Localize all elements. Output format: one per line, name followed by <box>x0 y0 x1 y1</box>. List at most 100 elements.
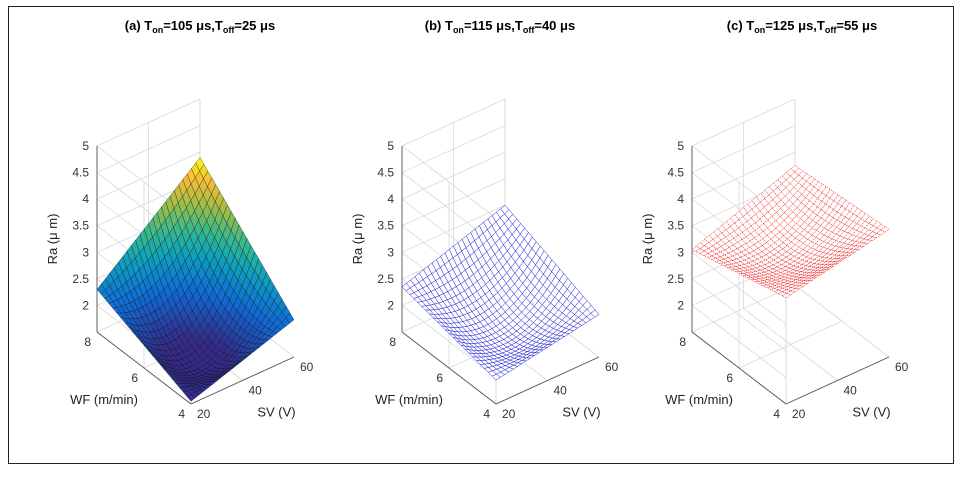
surface-cell <box>810 249 820 256</box>
x-axis-label: SV (V) <box>852 405 890 420</box>
z-tick-label: 4 <box>82 192 89 206</box>
surface-cell <box>186 394 196 402</box>
surface-cell <box>753 247 763 255</box>
x-tick-label: 60 <box>605 360 619 374</box>
panel-title: (a) Ton=105 μs,Toff=25 μs <box>125 18 275 35</box>
x-tick-label: 20 <box>502 407 516 421</box>
surface-cell <box>806 247 816 254</box>
z-tick-label: 3.5 <box>377 219 394 233</box>
surface-cell <box>818 247 828 253</box>
surface-cell <box>824 214 834 224</box>
surface-cell <box>777 248 788 256</box>
surface-cell <box>828 224 837 233</box>
z-tick-label: 2 <box>677 298 684 312</box>
x-tick-label: 20 <box>792 407 806 421</box>
y-tick-label: 4 <box>178 407 185 421</box>
y-tick-label: 6 <box>436 371 443 385</box>
surface-cell <box>820 220 830 229</box>
surface-cell <box>790 244 800 252</box>
z-tick-label: 3 <box>677 245 684 259</box>
surface-cell <box>824 222 834 231</box>
surface-cell <box>840 224 850 232</box>
surface-cell <box>802 245 812 252</box>
y-axis-label: WF (m/min) <box>375 392 443 407</box>
surface-cell <box>704 242 714 249</box>
surface-cell <box>757 245 767 252</box>
y-axis-label: WF (m/min) <box>70 392 138 407</box>
y-tick-label: 8 <box>84 335 91 349</box>
surface-cell <box>864 215 874 224</box>
surface-cell <box>856 218 866 227</box>
surface-cell <box>816 217 826 226</box>
z-tick-label: 3 <box>387 245 394 259</box>
z-tick-label: 4.5 <box>377 166 394 180</box>
surface-cell <box>863 229 874 236</box>
surface-cell <box>795 218 805 228</box>
surface-cell <box>724 240 734 248</box>
surface-cell <box>808 203 818 213</box>
z-tick-label: 4.5 <box>72 166 89 180</box>
x-axis-line <box>785 356 890 405</box>
surface-cell <box>812 214 822 224</box>
z-tick-label: 5 <box>387 139 394 153</box>
x-axis-line <box>190 356 295 405</box>
y-tick-label: 6 <box>726 371 733 385</box>
panel-a: 2 2.5 3 3.5 4 4.5 5 20 40 60 4 6 8 Ra (μ m) SV (V) WF (… <box>45 18 314 421</box>
x-axis-line <box>495 356 600 405</box>
panel-c: 2 2.5 3 3.5 4 4.5 5 20 40 60 4 6 8 Ra (μ m) SV (V) WF (… <box>640 18 909 421</box>
y-axis-line <box>691 331 787 405</box>
z-tick-label: 3 <box>82 245 89 259</box>
surface-cell <box>794 246 804 254</box>
surface-cell <box>741 243 751 251</box>
surface-cell <box>797 185 807 195</box>
axes <box>96 146 295 405</box>
surface-cell <box>847 234 857 241</box>
surface-cell <box>801 188 811 198</box>
surface-cell <box>491 373 501 381</box>
surface-cell <box>792 207 802 216</box>
surface-cell <box>732 242 743 249</box>
z-tick-label: 4.5 <box>667 166 684 180</box>
surface-cell <box>808 211 818 221</box>
z-tick-label: 4 <box>677 192 684 206</box>
z-tick-label: 3.5 <box>72 219 89 233</box>
surface-cell <box>736 245 746 253</box>
y-tick-label: 4 <box>483 407 490 421</box>
x-tick-label: 40 <box>844 384 858 398</box>
surface-cell <box>790 250 800 257</box>
surface-cell <box>728 244 738 252</box>
surface-cell <box>799 221 809 231</box>
surface-cell <box>840 216 850 225</box>
surface-cell <box>796 210 806 220</box>
surface-cell <box>776 191 786 201</box>
z-tick-label: 2.5 <box>377 272 394 286</box>
surface-cell <box>822 248 832 254</box>
surface-a <box>96 157 295 402</box>
panel-title: (b) Ton=115 μs,Toff=40 μs <box>425 18 575 35</box>
surface-cell <box>797 177 807 187</box>
z-tick-label: 5 <box>82 139 89 153</box>
y-axis-line <box>96 331 192 405</box>
surface-cell <box>856 210 866 220</box>
surface-cell <box>852 215 862 225</box>
surface-cell <box>848 213 858 222</box>
z-tick-label: 2 <box>387 298 394 312</box>
z-axis-label: Ra (μ m) <box>45 214 60 265</box>
surface-cell <box>716 239 726 247</box>
z-tick-label: 3.5 <box>667 219 684 233</box>
y-axis-label: WF (m/min) <box>665 392 733 407</box>
surface-cell <box>792 215 801 224</box>
y-tick-label: 8 <box>389 335 396 349</box>
surface-cell <box>791 223 801 232</box>
surface-cell <box>860 213 870 222</box>
surface-c <box>691 165 890 298</box>
surface-cell <box>848 221 858 229</box>
surface-cell <box>876 223 886 231</box>
surface-cell <box>815 225 825 234</box>
x-tick-label: 40 <box>249 384 263 398</box>
z-tick-label: 2.5 <box>72 272 89 286</box>
x-tick-label: 40 <box>554 384 568 398</box>
surface-cell <box>844 210 854 220</box>
surface-cell <box>802 173 812 182</box>
